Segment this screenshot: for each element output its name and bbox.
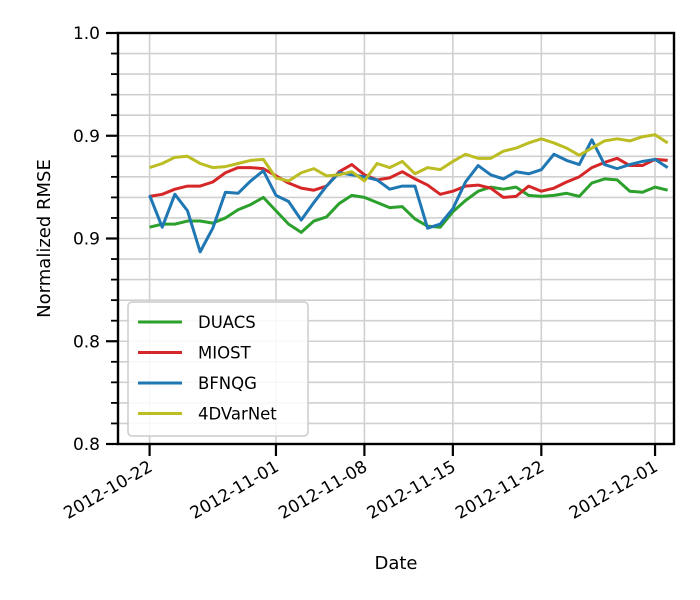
x-axis-label: Date [374,553,417,574]
legend-box [127,301,309,437]
series-line-4dvarnet [149,133,669,183]
y-tick-label: 0.8 [73,435,100,455]
y-tick-label: 0.8 [73,332,100,352]
series-line-bfnqg [148,138,669,254]
series-line-duacs [149,177,669,234]
legend-label: DUACS [198,313,256,332]
series-line-miost [149,156,668,199]
legend-label: MIOST [198,344,252,363]
x-tick-label: 2012-12-01 [566,457,662,524]
legend-label: 4DVarNet [198,405,277,424]
series-lines [148,133,669,254]
x-tick-label: 2012-11-15 [364,457,460,524]
x-tick-label: 2012-10-22 [61,457,157,524]
y-tick-label: 0.9 [73,230,100,250]
legend-label: BFNQG [198,374,257,393]
y-tick-label: 0.9 [73,127,100,147]
x-tick-label: 2012-11-08 [275,457,371,524]
y-axis-label: Normalized RMSE [34,159,55,318]
x-tick-label: 2012-11-22 [452,457,548,524]
legend: DUACS MIOST BFNQG 4DVarNet [127,301,309,437]
x-tick-label: 2012-11-01 [187,457,283,524]
y-tick-label: 1.0 [73,24,100,44]
